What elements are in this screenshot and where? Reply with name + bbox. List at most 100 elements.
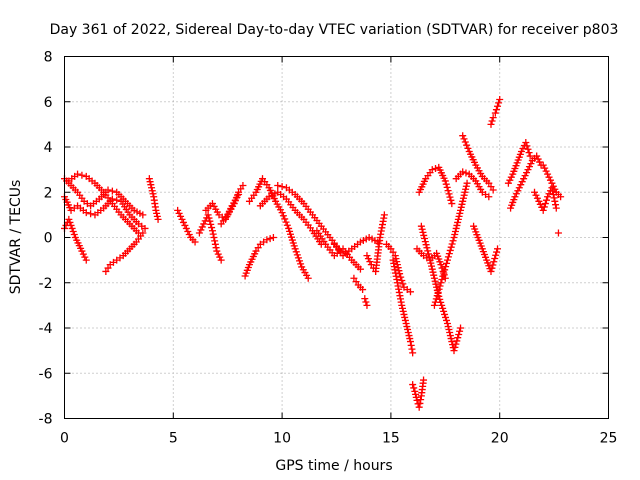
data-point bbox=[141, 224, 149, 232]
data-point-interp bbox=[404, 326, 412, 334]
data-point bbox=[356, 265, 364, 273]
data-point bbox=[74, 170, 82, 178]
data-point bbox=[489, 186, 497, 194]
data-point bbox=[487, 267, 495, 275]
data-point-interp bbox=[536, 158, 544, 166]
data-point bbox=[182, 224, 190, 232]
data-point bbox=[391, 252, 399, 260]
data-point-interp bbox=[447, 243, 455, 251]
data-point bbox=[409, 381, 417, 389]
data-point bbox=[398, 301, 406, 309]
data-point-interp bbox=[429, 268, 437, 276]
data-point-interp bbox=[399, 304, 407, 312]
data-point bbox=[78, 247, 86, 255]
data-point bbox=[411, 387, 419, 395]
series-sat-o bbox=[313, 227, 364, 273]
data-point-interp bbox=[412, 393, 420, 401]
data-point-interp bbox=[448, 240, 456, 248]
data-point-interp bbox=[425, 253, 433, 261]
data-point bbox=[544, 170, 552, 178]
data-point-interp bbox=[278, 183, 286, 191]
data-point-interp bbox=[68, 224, 76, 232]
data-point-interp bbox=[424, 247, 432, 255]
data-point-interp bbox=[212, 244, 220, 252]
data-point bbox=[269, 234, 277, 241]
data-point-interp bbox=[440, 269, 448, 277]
data-point bbox=[178, 215, 186, 223]
data-point-interp bbox=[175, 209, 183, 217]
data-point-interp bbox=[461, 138, 469, 146]
data-point-interp bbox=[70, 230, 78, 238]
series-sat-u bbox=[389, 256, 417, 357]
data-point-interp bbox=[211, 240, 219, 248]
series-sat-g bbox=[174, 206, 199, 246]
data-point-interp bbox=[456, 209, 464, 217]
data-point-interp bbox=[459, 194, 467, 202]
y-tick-label: 0 bbox=[44, 231, 53, 247]
data-point-interp bbox=[430, 271, 438, 279]
y-tick-label: 4 bbox=[44, 140, 53, 156]
data-point-interp bbox=[491, 255, 499, 263]
data-point-interp bbox=[444, 253, 452, 261]
data-point-interp bbox=[67, 221, 75, 229]
data-point bbox=[487, 120, 495, 128]
data-point-interp bbox=[446, 246, 454, 254]
data-point-interp bbox=[421, 235, 429, 243]
data-point bbox=[517, 148, 525, 156]
data-point-interp bbox=[177, 212, 185, 220]
data-point bbox=[539, 206, 547, 214]
data-point-interp bbox=[536, 200, 544, 208]
data-point bbox=[406, 288, 414, 296]
data-point bbox=[274, 181, 282, 189]
data-point-interp bbox=[292, 248, 300, 256]
series-sat-d bbox=[65, 170, 142, 237]
data-point-interp bbox=[430, 274, 438, 282]
data-point-interp bbox=[488, 117, 496, 125]
data-point-interp bbox=[401, 316, 409, 324]
data-point-interp bbox=[463, 141, 471, 149]
data-point-interp bbox=[453, 221, 461, 229]
data-point bbox=[533, 152, 541, 160]
y-tick-label: -2 bbox=[39, 276, 53, 292]
data-point-interp bbox=[197, 226, 205, 234]
data-point-interp bbox=[545, 173, 553, 181]
series-sat-b bbox=[61, 215, 90, 264]
data-point-interp bbox=[404, 329, 412, 337]
data-point-interp bbox=[542, 196, 550, 204]
data-point-interp bbox=[444, 187, 452, 195]
data-point-interp bbox=[439, 272, 447, 280]
data-point-interp bbox=[428, 262, 436, 270]
data-point-interp bbox=[146, 178, 154, 186]
data-point-interp bbox=[517, 181, 525, 189]
data-point bbox=[457, 206, 465, 214]
data-point bbox=[526, 152, 534, 160]
data-point-interp bbox=[87, 210, 95, 218]
data-point bbox=[430, 301, 438, 309]
data-point-interp bbox=[431, 277, 439, 285]
data-point-interp bbox=[455, 330, 463, 338]
data-point bbox=[263, 236, 271, 244]
data-point-interp bbox=[541, 164, 549, 172]
data-point-interp bbox=[420, 231, 428, 239]
data-point bbox=[82, 209, 90, 217]
data-point-interp bbox=[462, 169, 470, 177]
data-point-interp bbox=[532, 191, 540, 199]
data-point bbox=[204, 211, 212, 219]
data-point-interp bbox=[108, 187, 116, 195]
data-point bbox=[82, 256, 90, 264]
data-point-interp bbox=[398, 276, 406, 284]
data-point-interp bbox=[433, 292, 441, 300]
data-point-interp bbox=[462, 185, 470, 193]
data-point-interp bbox=[449, 237, 457, 245]
data-point-interp bbox=[442, 180, 450, 188]
data-point-interp bbox=[148, 187, 156, 195]
data-point-interp bbox=[514, 187, 522, 195]
data-point bbox=[459, 132, 467, 140]
data-point bbox=[278, 209, 286, 217]
series-sat-y bbox=[417, 222, 465, 355]
data-point bbox=[437, 279, 445, 287]
data-point bbox=[191, 238, 199, 246]
data-point bbox=[489, 114, 497, 122]
data-point-interp bbox=[441, 266, 449, 274]
data-point bbox=[535, 197, 543, 205]
